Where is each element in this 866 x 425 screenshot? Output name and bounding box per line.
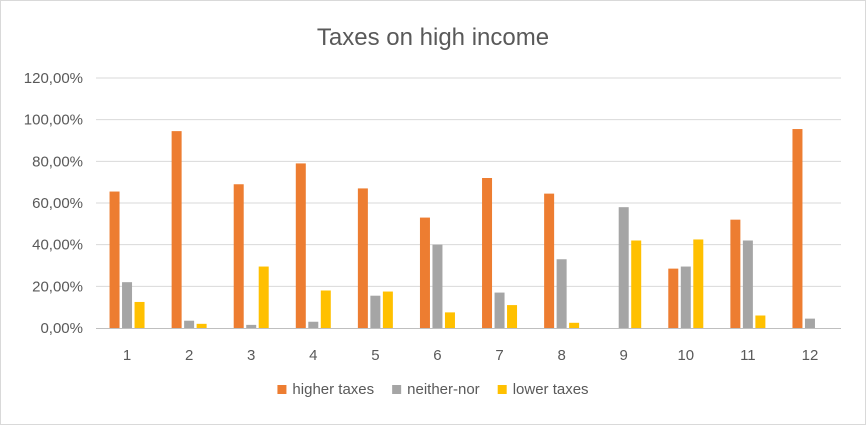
x-tick-label: 11 xyxy=(740,347,756,364)
y-tick-label: 100,00% xyxy=(24,112,83,129)
y-tick-label: 80,00% xyxy=(32,153,83,170)
bar-higher-taxes-12 xyxy=(792,129,803,328)
axes: 0,00% 20,00% 40,00% 60,00% 80,00% 100,00% 120,… xyxy=(24,70,841,364)
x-tick-label: 8 xyxy=(557,347,565,364)
x-tick-label: 1 xyxy=(123,347,131,364)
bar-lower-taxes-10 xyxy=(693,239,704,328)
legend-label: lower taxes xyxy=(513,381,589,398)
bar-neither-nor-12 xyxy=(804,318,815,328)
bar-neither-nor-9 xyxy=(618,207,629,328)
bar-higher-taxes-6 xyxy=(419,217,430,328)
bar-lower-taxes-1 xyxy=(134,301,145,328)
y-tick-label: 0,00% xyxy=(40,320,83,337)
y-tick-label: 40,00% xyxy=(32,237,83,254)
y-tick-label: 120,00% xyxy=(24,70,83,87)
bars xyxy=(109,129,815,328)
bar-higher-taxes-5 xyxy=(357,188,368,328)
bar-neither-nor-3 xyxy=(246,324,257,328)
legend-swatch xyxy=(277,385,287,394)
bar-neither-nor-7 xyxy=(494,292,505,328)
bar-neither-nor-6 xyxy=(432,244,443,328)
x-tick-label: 9 xyxy=(620,347,628,364)
x-tick-label: 2 xyxy=(185,347,193,364)
bar-lower-taxes-2 xyxy=(196,323,207,328)
y-tick-label: 20,00% xyxy=(32,278,83,295)
x-tick-label: 10 xyxy=(677,347,694,364)
bar-higher-taxes-10 xyxy=(668,268,679,328)
bar-neither-nor-8 xyxy=(556,259,567,328)
x-tick-label: 7 xyxy=(495,347,503,364)
bar-lower-taxes-11 xyxy=(755,315,766,328)
bar-higher-taxes-4 xyxy=(295,163,306,328)
x-tick-label: 6 xyxy=(433,347,441,364)
legend-swatch xyxy=(497,385,507,394)
bar-lower-taxes-8 xyxy=(569,322,580,328)
bar-neither-nor-10 xyxy=(680,266,691,328)
chart-title: Taxes on high income xyxy=(317,24,549,51)
bar-higher-taxes-1 xyxy=(109,191,120,328)
x-tick-label: 4 xyxy=(309,347,317,364)
bar-higher-taxes-8 xyxy=(544,193,555,328)
bar-lower-taxes-7 xyxy=(507,305,518,328)
legend: higher taxes neither-nor lower taxes xyxy=(277,381,589,398)
bar-neither-nor-11 xyxy=(742,240,753,328)
bar-higher-taxes-2 xyxy=(171,131,182,328)
bar-higher-taxes-3 xyxy=(233,184,244,328)
x-tick-label: 3 xyxy=(247,347,255,364)
bar-lower-taxes-9 xyxy=(631,240,642,328)
legend-label: neither-nor xyxy=(407,381,480,398)
bar-neither-nor-5 xyxy=(370,295,381,328)
bar-neither-nor-1 xyxy=(122,282,133,328)
gridlines xyxy=(96,77,841,287)
bar-neither-nor-2 xyxy=(184,320,195,328)
bar-lower-taxes-5 xyxy=(382,291,393,328)
bar-higher-taxes-11 xyxy=(730,219,741,328)
bar-lower-taxes-3 xyxy=(258,266,269,328)
bar-neither-nor-4 xyxy=(308,321,319,328)
bar-lower-taxes-4 xyxy=(320,290,331,328)
y-tick-label: 60,00% xyxy=(32,195,83,212)
bar-higher-taxes-7 xyxy=(482,178,493,328)
bar-lower-taxes-6 xyxy=(444,312,455,328)
legend-label: higher taxes xyxy=(292,381,374,398)
x-tick-label: 12 xyxy=(802,347,819,364)
x-tick-label: 5 xyxy=(371,347,379,364)
legend-swatch xyxy=(392,385,402,394)
